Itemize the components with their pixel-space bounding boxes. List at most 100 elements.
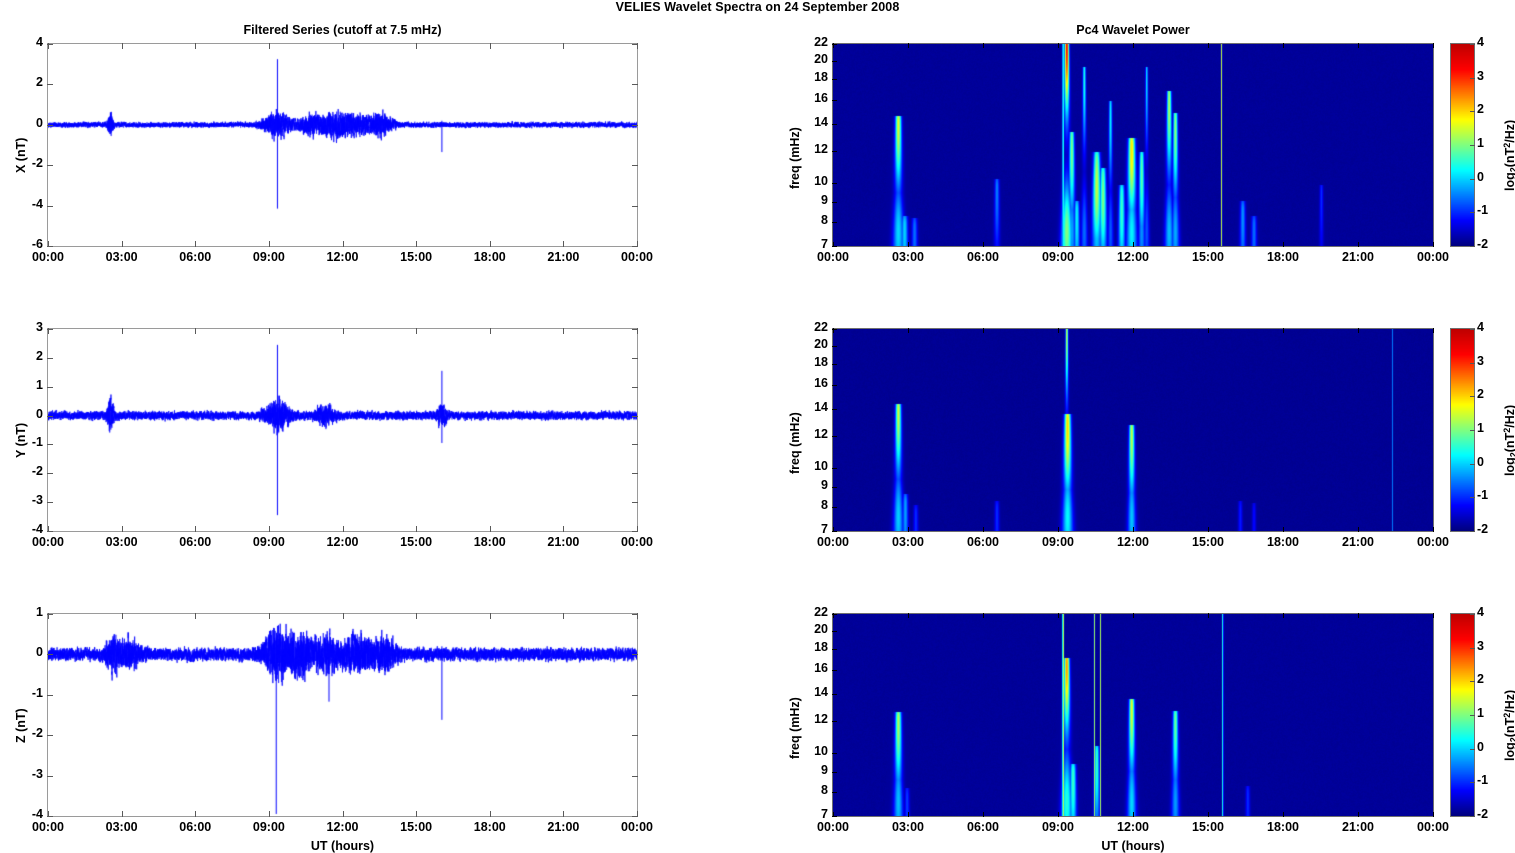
spectrogram-canvas-wavelet-power-y [833, 329, 1433, 531]
cbtick-wavelet-power-x [1470, 145, 1475, 146]
ytick-filtered-series-y [47, 444, 53, 446]
ytick-wavelet-power-z [832, 614, 837, 615]
ytick-wavelet-power-y [832, 435, 837, 437]
xtick-label-filtered-series-y-1: 03:00 [105, 535, 138, 549]
xtick-label-filtered-series-x-3: 09:00 [252, 250, 285, 264]
xtick-wavelet-power-y [1058, 527, 1059, 532]
xtick-t-wavelet-power-z [833, 613, 834, 618]
ytick-label-wavelet-power-x-3: 10 [814, 174, 828, 189]
ylabel-wavelet-power-y: freq (mHz) [788, 412, 802, 474]
xtick-t-wavelet-power-x [1283, 43, 1284, 48]
xtick-t-wavelet-power-y [908, 328, 909, 333]
xtick-wavelet-power-y [908, 527, 909, 532]
ytick-label-wavelet-power-y-8: 20 [814, 336, 828, 351]
xtick-label-wavelet-power-y-6: 18:00 [1267, 535, 1299, 549]
ytick-r-filtered-series-x [632, 246, 638, 247]
ytick-filtered-series-y [47, 502, 53, 504]
xtick-label-wavelet-power-z-3: 09:00 [1042, 820, 1074, 834]
ytick-label-wavelet-power-x-4: 12 [814, 141, 828, 156]
colorbar-label-wavelet-power-y: log2(nT2/Hz) [1502, 404, 1515, 476]
ytick-wavelet-power-y [832, 507, 837, 509]
xtick-label-wavelet-power-y-8: 00:00 [1417, 535, 1449, 549]
xtick-filtered-series-x [48, 241, 49, 247]
xtick-t-filtered-series-x [48, 43, 49, 49]
xtick-t-filtered-series-x [195, 43, 197, 49]
ytick-wavelet-power-z [832, 816, 837, 817]
xtick-filtered-series-y [48, 526, 49, 532]
xtick-t-filtered-series-y [121, 328, 123, 334]
ytick-r-filtered-series-y [632, 357, 638, 359]
ytick-r-filtered-series-y [632, 386, 638, 388]
xtick-label-filtered-series-x-7: 21:00 [547, 250, 580, 264]
xtick-t-wavelet-power-x [833, 43, 834, 48]
ytick-label-wavelet-power-x-5: 14 [814, 114, 828, 129]
ytick-label-filtered-series-x-1: -4 [31, 196, 43, 211]
ytick-r-filtered-series-z [632, 654, 638, 656]
xtick-filtered-series-x [416, 241, 418, 247]
xtick-t-wavelet-power-z [983, 613, 984, 618]
xtick-label-filtered-series-y-5: 15:00 [400, 535, 433, 549]
cbtick-wavelet-power-z [1470, 647, 1475, 649]
ytick-label-wavelet-power-z-4: 12 [814, 711, 828, 726]
left-column-title: Filtered Series (cutoff at 7.5 mHz) [243, 23, 442, 37]
cbtick-wavelet-power-y [1470, 430, 1475, 431]
ytick-label-filtered-series-x-2: -2 [31, 156, 43, 171]
axes-wavelet-power-y [832, 328, 1434, 532]
xtick-label-filtered-series-z-7: 21:00 [547, 820, 580, 834]
ytick-filtered-series-x [47, 205, 53, 207]
xtick-t-wavelet-power-z [1433, 613, 1434, 618]
xtick-label-filtered-series-x-4: 12:00 [326, 250, 359, 264]
xtick-label-filtered-series-y-6: 18:00 [473, 535, 506, 549]
xtick-label-wavelet-power-z-8: 00:00 [1417, 820, 1449, 834]
xtick-t-filtered-series-y [48, 328, 49, 334]
xtick-wavelet-power-z [983, 812, 984, 817]
xtick-label-filtered-series-y-3: 09:00 [252, 535, 285, 549]
xtick-t-wavelet-power-y [1133, 328, 1134, 333]
ytick-filtered-series-x [47, 124, 53, 126]
ytick-label-filtered-series-x-3: 0 [36, 115, 43, 130]
xtick-wavelet-power-z [1358, 812, 1359, 817]
xtick-label-wavelet-power-z-1: 03:00 [892, 820, 924, 834]
ytick-wavelet-power-y [832, 531, 837, 532]
ytick-filtered-series-y [47, 329, 53, 330]
xtick-label-filtered-series-z-3: 09:00 [252, 820, 285, 834]
ytick-label-wavelet-power-y-2: 9 [821, 477, 828, 492]
ytick-label-filtered-series-y-0: -4 [31, 522, 43, 536]
xtick-label-filtered-series-z-5: 15:00 [400, 820, 433, 834]
xtick-t-wavelet-power-z [1283, 613, 1284, 618]
spectrogram-canvas-wavelet-power-z [833, 614, 1433, 816]
xtick-wavelet-power-x [1208, 242, 1209, 247]
xtick-t-filtered-series-z [563, 613, 565, 619]
xtick-wavelet-power-y [1358, 527, 1359, 532]
xtick-wavelet-power-x [833, 242, 834, 247]
xtick-t-filtered-series-z [268, 613, 270, 619]
ytick-label-wavelet-power-x-0: 7 [821, 237, 828, 251]
xtick-label-filtered-series-z-0: 00:00 [32, 820, 64, 834]
xtick-t-filtered-series-y [195, 328, 197, 334]
xtick-wavelet-power-x [1358, 242, 1359, 247]
axes-filtered-series-x [47, 43, 638, 247]
ytick-r-filtered-series-z [632, 614, 638, 615]
xtick-t-wavelet-power-x [1208, 43, 1209, 48]
ytick-filtered-series-z [47, 614, 53, 615]
xtick-label-filtered-series-y-7: 21:00 [547, 535, 580, 549]
xtick-t-wavelet-power-y [1283, 328, 1284, 333]
xtick-label-wavelet-power-x-5: 15:00 [1192, 250, 1224, 264]
plot-canvas-filtered-series-y [48, 329, 637, 531]
ytick-filtered-series-z [47, 654, 53, 656]
xtick-t-filtered-series-y [489, 328, 491, 334]
ytick-r-filtered-series-x [632, 165, 638, 167]
cbtick-wavelet-power-z [1470, 782, 1475, 784]
ytick-label-wavelet-power-z-1: 8 [821, 783, 828, 798]
ytick-wavelet-power-x [832, 183, 837, 185]
xtick-filtered-series-z [121, 811, 123, 817]
ytick-r-filtered-series-x [632, 44, 638, 45]
axes-filtered-series-z [47, 613, 638, 817]
cbtick-wavelet-power-x [1470, 178, 1475, 180]
ylabel-wavelet-power-z: freq (mHz) [788, 697, 802, 759]
xtick-wavelet-power-z [1133, 812, 1134, 817]
ytick-filtered-series-z [47, 775, 53, 777]
xtick-label-wavelet-power-y-0: 00:00 [817, 535, 849, 549]
ytick-filtered-series-x [47, 246, 53, 247]
cbtick-wavelet-power-y [1470, 463, 1475, 465]
